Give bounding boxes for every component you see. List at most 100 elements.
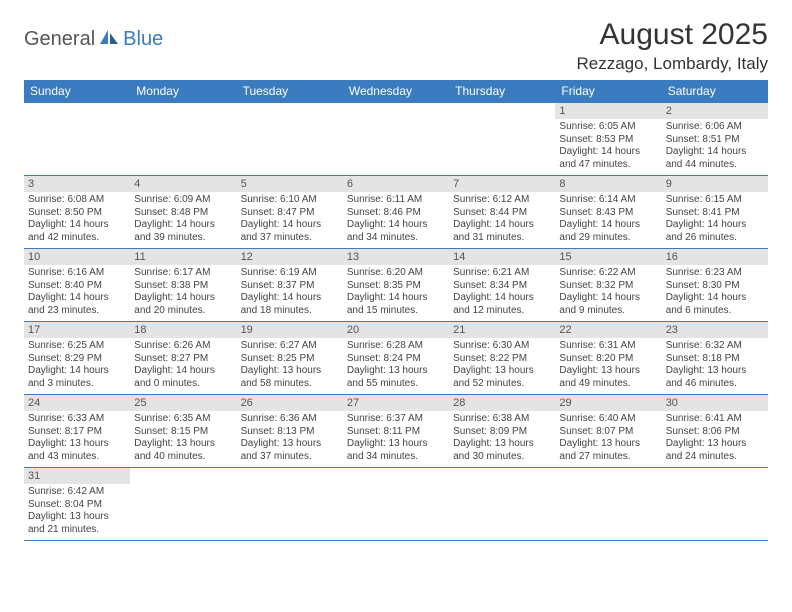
day-number: 13: [343, 249, 449, 265]
day-details: Sunrise: 6:12 AMSunset: 8:44 PMDaylight:…: [449, 192, 555, 248]
sail-icon: [98, 28, 120, 51]
sunset-text: Sunset: 8:48 PM: [134, 207, 232, 220]
sunset-text: Sunset: 8:22 PM: [453, 353, 551, 366]
daylight-text: Daylight: 14 hours and 42 minutes.: [28, 219, 126, 244]
sunset-text: Sunset: 8:46 PM: [347, 207, 445, 220]
day-number: 10: [24, 249, 130, 265]
daylight-text: Daylight: 14 hours and 44 minutes.: [666, 146, 764, 171]
day-number: [555, 468, 661, 472]
day-details: Sunrise: 6:42 AMSunset: 8:04 PMDaylight:…: [24, 484, 130, 540]
day-details: Sunrise: 6:38 AMSunset: 8:09 PMDaylight:…: [449, 411, 555, 467]
daylight-text: Daylight: 14 hours and 29 minutes.: [559, 219, 657, 244]
logo: General Blue: [24, 18, 163, 51]
sunset-text: Sunset: 8:06 PM: [666, 426, 764, 439]
sunrise-text: Sunrise: 6:35 AM: [134, 413, 232, 426]
day-details: Sunrise: 6:08 AMSunset: 8:50 PMDaylight:…: [24, 192, 130, 248]
daylight-text: Daylight: 13 hours and 34 minutes.: [347, 438, 445, 463]
day-number: 29: [555, 395, 661, 411]
day-number: [130, 103, 236, 107]
calendar-day-cell: 14Sunrise: 6:21 AMSunset: 8:34 PMDayligh…: [449, 249, 555, 322]
sunset-text: Sunset: 8:32 PM: [559, 280, 657, 293]
sunset-text: Sunset: 8:11 PM: [347, 426, 445, 439]
calendar-day-cell: 17Sunrise: 6:25 AMSunset: 8:29 PMDayligh…: [24, 322, 130, 395]
sunrise-text: Sunrise: 6:28 AM: [347, 340, 445, 353]
sunset-text: Sunset: 8:38 PM: [134, 280, 232, 293]
day-details: Sunrise: 6:35 AMSunset: 8:15 PMDaylight:…: [130, 411, 236, 467]
day-details: Sunrise: 6:36 AMSunset: 8:13 PMDaylight:…: [237, 411, 343, 467]
sunset-text: Sunset: 8:24 PM: [347, 353, 445, 366]
day-details: Sunrise: 6:05 AMSunset: 8:53 PMDaylight:…: [555, 119, 661, 175]
daylight-text: Daylight: 13 hours and 37 minutes.: [241, 438, 339, 463]
title-block: August 2025 Rezzago, Lombardy, Italy: [577, 18, 769, 74]
calendar-day-cell: 3Sunrise: 6:08 AMSunset: 8:50 PMDaylight…: [24, 176, 130, 249]
sunrise-text: Sunrise: 6:06 AM: [666, 121, 764, 134]
calendar-day-cell: 18Sunrise: 6:26 AMSunset: 8:27 PMDayligh…: [130, 322, 236, 395]
day-details: Sunrise: 6:10 AMSunset: 8:47 PMDaylight:…: [237, 192, 343, 248]
calendar-day-cell: 30Sunrise: 6:41 AMSunset: 8:06 PMDayligh…: [662, 395, 768, 468]
calendar-day-cell: 31Sunrise: 6:42 AMSunset: 8:04 PMDayligh…: [24, 468, 130, 541]
sunset-text: Sunset: 8:09 PM: [453, 426, 551, 439]
weekday-header: Saturday: [662, 80, 768, 103]
calendar-day-cell: 21Sunrise: 6:30 AMSunset: 8:22 PMDayligh…: [449, 322, 555, 395]
sunset-text: Sunset: 8:34 PM: [453, 280, 551, 293]
day-number: 24: [24, 395, 130, 411]
day-number: 4: [130, 176, 236, 192]
day-details: Sunrise: 6:09 AMSunset: 8:48 PMDaylight:…: [130, 192, 236, 248]
sunset-text: Sunset: 8:50 PM: [28, 207, 126, 220]
sunset-text: Sunset: 8:18 PM: [666, 353, 764, 366]
day-number: 8: [555, 176, 661, 192]
day-details: Sunrise: 6:19 AMSunset: 8:37 PMDaylight:…: [237, 265, 343, 321]
sunrise-text: Sunrise: 6:16 AM: [28, 267, 126, 280]
calendar-week-row: 1Sunrise: 6:05 AMSunset: 8:53 PMDaylight…: [24, 103, 768, 176]
calendar-day-cell: 10Sunrise: 6:16 AMSunset: 8:40 PMDayligh…: [24, 249, 130, 322]
daylight-text: Daylight: 13 hours and 27 minutes.: [559, 438, 657, 463]
day-details: Sunrise: 6:37 AMSunset: 8:11 PMDaylight:…: [343, 411, 449, 467]
sunrise-text: Sunrise: 6:31 AM: [559, 340, 657, 353]
calendar-week-row: 17Sunrise: 6:25 AMSunset: 8:29 PMDayligh…: [24, 322, 768, 395]
day-number: 9: [662, 176, 768, 192]
day-number: 31: [24, 468, 130, 484]
calendar-day-cell: 25Sunrise: 6:35 AMSunset: 8:15 PMDayligh…: [130, 395, 236, 468]
day-number: 12: [237, 249, 343, 265]
calendar-header-row: Sunday Monday Tuesday Wednesday Thursday…: [24, 80, 768, 103]
day-details: Sunrise: 6:14 AMSunset: 8:43 PMDaylight:…: [555, 192, 661, 248]
daylight-text: Daylight: 13 hours and 30 minutes.: [453, 438, 551, 463]
day-details: Sunrise: 6:23 AMSunset: 8:30 PMDaylight:…: [662, 265, 768, 321]
logo-text-blue: Blue: [123, 28, 163, 51]
calendar-day-cell: 23Sunrise: 6:32 AMSunset: 8:18 PMDayligh…: [662, 322, 768, 395]
logo-text-general: General: [24, 28, 95, 51]
sunset-text: Sunset: 8:27 PM: [134, 353, 232, 366]
daylight-text: Daylight: 14 hours and 23 minutes.: [28, 292, 126, 317]
calendar-week-row: 24Sunrise: 6:33 AMSunset: 8:17 PMDayligh…: [24, 395, 768, 468]
daylight-text: Daylight: 14 hours and 15 minutes.: [347, 292, 445, 317]
day-number: [449, 468, 555, 472]
daylight-text: Daylight: 14 hours and 37 minutes.: [241, 219, 339, 244]
calendar-day-cell: 27Sunrise: 6:37 AMSunset: 8:11 PMDayligh…: [343, 395, 449, 468]
day-number: 22: [555, 322, 661, 338]
daylight-text: Daylight: 14 hours and 34 minutes.: [347, 219, 445, 244]
daylight-text: Daylight: 14 hours and 18 minutes.: [241, 292, 339, 317]
calendar-day-cell: 13Sunrise: 6:20 AMSunset: 8:35 PMDayligh…: [343, 249, 449, 322]
weekday-header: Thursday: [449, 80, 555, 103]
day-number: [662, 468, 768, 472]
daylight-text: Daylight: 14 hours and 47 minutes.: [559, 146, 657, 171]
sunrise-text: Sunrise: 6:17 AM: [134, 267, 232, 280]
day-number: 1: [555, 103, 661, 119]
day-details: Sunrise: 6:20 AMSunset: 8:35 PMDaylight:…: [343, 265, 449, 321]
day-number: [343, 103, 449, 107]
calendar-day-cell: [237, 468, 343, 541]
calendar-day-cell: 29Sunrise: 6:40 AMSunset: 8:07 PMDayligh…: [555, 395, 661, 468]
daylight-text: Daylight: 13 hours and 52 minutes.: [453, 365, 551, 390]
calendar-day-cell: 9Sunrise: 6:15 AMSunset: 8:41 PMDaylight…: [662, 176, 768, 249]
calendar-day-cell: 11Sunrise: 6:17 AMSunset: 8:38 PMDayligh…: [130, 249, 236, 322]
day-details: Sunrise: 6:15 AMSunset: 8:41 PMDaylight:…: [662, 192, 768, 248]
sunrise-text: Sunrise: 6:37 AM: [347, 413, 445, 426]
calendar-day-cell: [449, 468, 555, 541]
sunset-text: Sunset: 8:41 PM: [666, 207, 764, 220]
sunset-text: Sunset: 8:07 PM: [559, 426, 657, 439]
day-number: 19: [237, 322, 343, 338]
sunrise-text: Sunrise: 6:26 AM: [134, 340, 232, 353]
day-number: 7: [449, 176, 555, 192]
location-subtitle: Rezzago, Lombardy, Italy: [577, 54, 769, 74]
sunrise-text: Sunrise: 6:41 AM: [666, 413, 764, 426]
